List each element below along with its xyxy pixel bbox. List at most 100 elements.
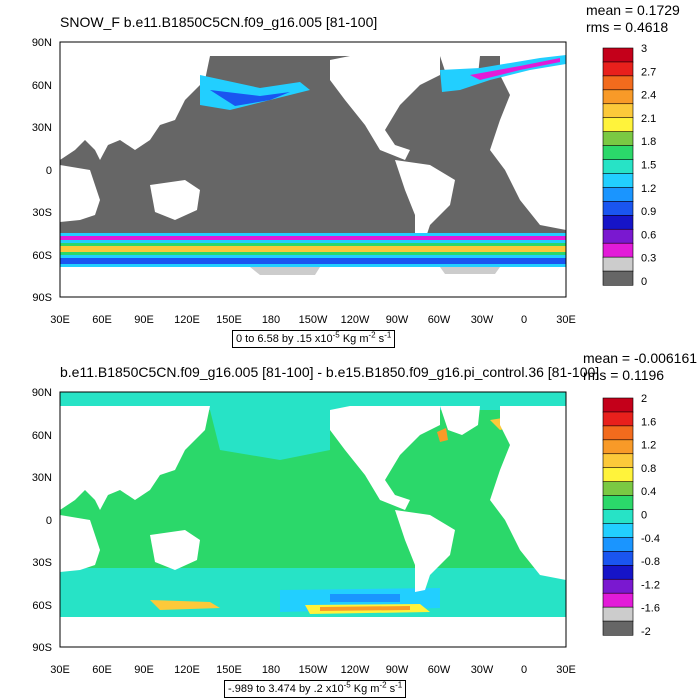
lat-label: 60S — [32, 250, 52, 262]
lon-label: 0 — [521, 314, 527, 326]
colorbar-swatch — [602, 117, 634, 133]
colorbar-label: 1.2 — [641, 183, 656, 195]
colorbar-swatch — [602, 75, 634, 91]
lat-label: 60S — [32, 600, 52, 612]
lon-label: 180 — [262, 664, 280, 676]
colorbar-label: 0 — [641, 276, 647, 288]
colorbar-label: -0.4 — [641, 533, 660, 545]
australia-land-bottom — [150, 530, 200, 570]
contour-range-bottom: -.989 to 3.474 by .2 x10-5 Kg m-2 s-1 — [224, 680, 407, 698]
lon-label: 150E — [216, 664, 242, 676]
map-panel-top: SNOW_F b.e11.B1850C5CN.f09_g16.005 [81-1… — [32, 2, 680, 348]
colorbar-swatch — [602, 256, 634, 272]
colorbar-label: -0.8 — [641, 556, 660, 568]
lat-label: 30N — [32, 472, 52, 484]
lat-label: 90S — [32, 642, 52, 654]
lon-label: 60E — [92, 314, 112, 326]
lat-label: 60N — [32, 430, 52, 442]
colorbar-swatch — [602, 61, 634, 77]
lon-label: 90W — [386, 664, 409, 676]
lat-label: 90N — [32, 37, 52, 49]
colorbar-label: 0.6 — [641, 229, 656, 241]
labrador-positive — [437, 428, 448, 442]
colorbar-swatch — [602, 509, 634, 525]
colorbar-swatch — [602, 481, 634, 497]
lat-label: 90N — [32, 387, 52, 399]
map-area-bottom — [59, 391, 567, 648]
lon-label: 90W — [386, 314, 409, 326]
australia-land-top — [150, 180, 200, 220]
rms-value-bottom: rms = 0.1196 — [583, 367, 665, 383]
arctic-land-top — [60, 42, 566, 56]
colorbar-label: -1.6 — [641, 603, 660, 615]
stats-top: mean = 0.1729 rms = 0.4618 — [586, 2, 680, 36]
south-pacific-positive-core — [320, 606, 410, 611]
colorbar-swatch — [602, 173, 634, 189]
colorbar-swatch — [602, 551, 634, 566]
lat-label: 30S — [32, 207, 52, 219]
arctic-anomaly — [60, 392, 566, 410]
map-frame-top — [59, 41, 567, 298]
north-pacific-snow-core — [210, 90, 290, 106]
map-frame-bottom — [59, 391, 567, 648]
lon-label: 30E — [556, 664, 576, 676]
antarctic-shelf-top-2 — [440, 267, 500, 274]
lat-labels-bottom: 90N 60N 30N 0 30S 60S 90S — [32, 387, 52, 654]
lon-label: 120W — [341, 664, 370, 676]
colorbar-label: 1.6 — [641, 416, 656, 428]
colorbar-swatch — [602, 47, 634, 63]
colorbar-swatch — [602, 159, 634, 175]
colorbar-swatch — [602, 606, 634, 622]
lat-label: 30N — [32, 122, 52, 134]
colorbar-swatch — [602, 187, 634, 202]
colorbar-label: -1.2 — [641, 579, 660, 591]
colorbar-swatch — [602, 201, 634, 216]
map-svg-bottom: b.e11.B1850C5CN.f09_g16.005 [81-100] - b… — [32, 364, 660, 676]
southern-ocean-band-magenta — [60, 236, 566, 240]
colorbar-label: 2.1 — [641, 113, 656, 125]
lon-label: 30W — [471, 664, 494, 676]
lat-label: 0 — [46, 515, 52, 527]
africa-land-bottom — [60, 515, 100, 572]
colorbar-label: 0.9 — [641, 206, 656, 218]
north-pacific-anomaly — [210, 410, 330, 460]
lon-label: 150W — [299, 664, 328, 676]
north-america-land-bottom — [330, 406, 440, 510]
europe-africa-land-bottom — [490, 406, 566, 580]
lon-label: 120E — [174, 664, 200, 676]
mean-value-top: mean = 0.1729 — [586, 2, 680, 18]
colorbar-swatch — [602, 425, 634, 441]
lat-label: 90S — [32, 292, 52, 304]
colorbar-swatch — [602, 467, 634, 483]
lon-label: 30E — [50, 664, 70, 676]
lon-label: 60W — [428, 664, 451, 676]
colorbar-label: 2.7 — [641, 66, 656, 78]
lon-label: 60E — [92, 664, 112, 676]
antarctic-shelf-top — [250, 267, 320, 275]
lon-label: 120E — [174, 314, 200, 326]
map-svg-top: SNOW_F b.e11.B1850C5CN.f09_g16.005 [81-1… — [32, 14, 656, 326]
south-america-land-bottom — [395, 510, 455, 592]
eurasia-land-bottom — [60, 406, 210, 510]
colorbar-swatch — [602, 495, 634, 511]
colorbar-swatch — [602, 453, 634, 469]
colorbar-swatch — [602, 270, 634, 286]
colorbar-swatch — [602, 89, 634, 105]
north-atlantic-snow-core — [470, 58, 560, 80]
south-pacific-core — [330, 594, 400, 602]
lon-label: 30E — [50, 314, 70, 326]
lon-label: 30W — [471, 314, 494, 326]
colorbar-swatch — [602, 397, 634, 413]
colorbar-swatch — [602, 578, 634, 594]
colorbar-label: 1.2 — [641, 440, 656, 452]
lon-label: 90E — [134, 664, 154, 676]
colorbar-label: 2.4 — [641, 90, 656, 102]
colorbar-label: 0 — [641, 510, 647, 522]
colorbar-swatch — [602, 523, 634, 539]
lon-label: 120W — [341, 314, 370, 326]
north-pacific-snow-band — [200, 75, 310, 110]
colorbar-swatch — [602, 620, 634, 636]
lon-label: 90E — [134, 314, 154, 326]
colorbar-label: 1.8 — [641, 136, 656, 148]
colorbar-label: 3 — [641, 43, 647, 55]
